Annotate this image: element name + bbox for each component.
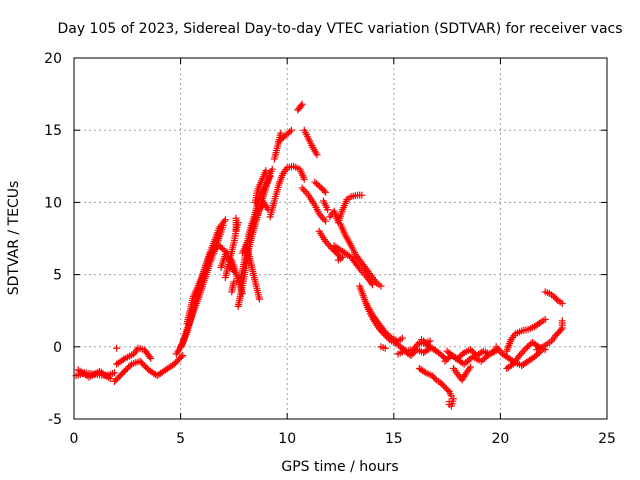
data-point: [541, 315, 549, 323]
data-point: [119, 356, 127, 364]
data-point: [287, 126, 295, 134]
data-point: [381, 344, 389, 352]
axis-ticks: [73, 57, 608, 420]
data-point: [106, 375, 114, 383]
data-point: [514, 353, 522, 361]
data-point: [277, 129, 285, 137]
data-point: [255, 295, 263, 303]
data-point: [558, 317, 566, 325]
data-point: [113, 344, 121, 352]
data-point: [126, 362, 134, 370]
data-point: [262, 167, 270, 175]
data-point: [300, 186, 308, 194]
data-point: [358, 191, 366, 199]
data-point: [420, 368, 428, 376]
data-point: [300, 175, 308, 183]
data-point: [484, 351, 492, 359]
data-point: [367, 279, 375, 287]
data-point: [228, 288, 236, 296]
data-point: [145, 353, 153, 361]
data-point: [426, 337, 434, 345]
x-tick-label: 20: [491, 431, 509, 447]
data-point: [557, 325, 565, 333]
data-point: [535, 319, 543, 327]
data-point: [318, 214, 326, 222]
data-point: [177, 353, 185, 361]
data-point: [520, 346, 528, 354]
x-tick-label: 15: [385, 431, 403, 447]
data-points: [72, 100, 566, 410]
data-point: [297, 102, 305, 110]
data-point: [495, 346, 503, 354]
x-tick-label: 25: [598, 431, 616, 447]
data-point: [286, 128, 294, 136]
data-point: [322, 188, 330, 196]
data-point: [232, 226, 240, 234]
x-tick-label: 5: [176, 431, 185, 447]
data-point: [220, 217, 228, 225]
data-point: [339, 253, 347, 261]
data-point: [449, 395, 457, 403]
data-point: [324, 206, 332, 214]
data-point: [368, 281, 376, 289]
chart-title: Day 105 of 2023, Sidereal Day-to-day VTE…: [57, 21, 622, 37]
data-point: [444, 386, 452, 394]
data-point: [232, 214, 240, 222]
data-point: [266, 172, 274, 180]
data-point: [386, 333, 394, 341]
data-point: [377, 282, 385, 290]
data-point: [268, 165, 276, 173]
data-point: [519, 348, 527, 356]
data-point: [313, 151, 321, 159]
data-point: [558, 299, 566, 307]
x-tick-label: 10: [278, 431, 296, 447]
data-point: [363, 266, 371, 274]
y-tick-label: 10: [44, 195, 62, 211]
data-point: [301, 188, 309, 196]
y-tick-labels: -5 0 5 10 15 20: [44, 51, 62, 428]
plot-frame: [73, 57, 608, 420]
data-point: [111, 369, 119, 377]
data-point: [424, 345, 432, 353]
y-tick-label: 5: [53, 268, 62, 284]
y-tick-label: 15: [44, 123, 62, 139]
data-point: [179, 351, 187, 359]
data-point: [320, 187, 328, 195]
y-tick-label: 0: [53, 340, 62, 356]
data-point: [221, 216, 229, 224]
x-axis-label: GPS time / hours: [281, 459, 398, 475]
data-point: [298, 100, 306, 108]
data-point: [298, 184, 306, 192]
y-tick-label: 20: [44, 51, 62, 67]
data-point: [553, 295, 561, 303]
data-point: [322, 217, 330, 225]
y-axis-label: SDTVAR / TECUs: [6, 181, 22, 296]
x-tick-label: 0: [70, 431, 79, 447]
data-point: [325, 241, 333, 249]
data-point: [467, 363, 475, 371]
data-point: [398, 334, 406, 342]
data-point: [431, 375, 439, 383]
data-point: [459, 350, 467, 358]
data-point: [426, 344, 434, 352]
x-tick-labels: 0 5 10 15 20 25: [70, 431, 616, 447]
y-tick-label: -5: [48, 412, 62, 428]
data-point: [147, 354, 155, 362]
